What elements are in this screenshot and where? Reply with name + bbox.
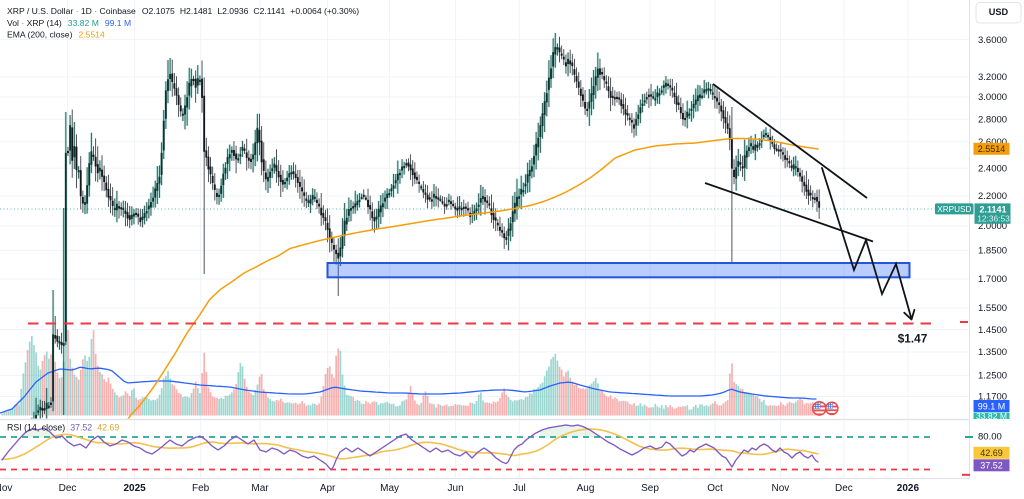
svg-text:3.6000: 3.6000 (978, 35, 1007, 46)
svg-text:USD: USD (989, 7, 1009, 17)
svg-text:2.6000: 2.6000 (978, 137, 1007, 148)
svg-text:1.4500: 1.4500 (978, 325, 1007, 336)
svg-text:2.4000: 2.4000 (978, 164, 1007, 175)
svg-text:12:36:53: 12:36:53 (977, 213, 1010, 223)
svg-text:Nov: Nov (772, 483, 790, 494)
svg-text:1.7000: 1.7000 (978, 274, 1007, 285)
svg-text:Oct: Oct (707, 483, 723, 494)
svg-text:1.2500: 1.2500 (978, 371, 1007, 382)
svg-text:2.2000: 2.2000 (978, 191, 1007, 202)
svg-text:1.5500: 1.5500 (978, 303, 1007, 314)
svg-text:Aug: Aug (577, 483, 595, 494)
svg-text:1.3500: 1.3500 (978, 347, 1007, 358)
svg-text:Dec: Dec (59, 483, 77, 494)
svg-text:Jun: Jun (448, 483, 464, 494)
svg-text:XRPUSD: XRPUSD (937, 205, 971, 214)
svg-text:Vol · XRP (14)33.82 M99.1 M: Vol · XRP (14) 33.82 M 99.1 M (7, 18, 131, 28)
svg-text:2.1141: 2.1141 (979, 204, 1006, 214)
svg-text:Feb: Feb (192, 483, 210, 494)
svg-text:99.1 M: 99.1 M (978, 401, 1006, 411)
svg-text:1.1700: 1.1700 (978, 392, 1007, 403)
svg-text:$1.47: $1.47 (898, 332, 928, 346)
svg-text:37.52: 37.52 (980, 461, 1003, 471)
svg-text:EMA (200, close)2.5514: EMA (200, close) 2.5514 (7, 30, 105, 40)
svg-text:2025: 2025 (123, 483, 146, 494)
svg-text:2.8000: 2.8000 (978, 115, 1007, 126)
svg-text:Mar: Mar (251, 483, 269, 494)
svg-text:May: May (380, 483, 399, 494)
svg-text:42.69: 42.69 (980, 448, 1003, 458)
svg-text:80.00: 80.00 (978, 432, 1002, 443)
svg-text:Dec: Dec (835, 483, 853, 494)
svg-text:1.8500: 1.8500 (978, 246, 1007, 257)
svg-text:2.5514: 2.5514 (978, 144, 1006, 154)
svg-text:XRP / U.S. Dollar · 1D · Coinb: XRP / U.S. Dollar · 1D · Coinbase O2.1075… (7, 6, 359, 16)
svg-text:2.0000: 2.0000 (978, 221, 1007, 232)
svg-text:Jul: Jul (513, 483, 526, 494)
svg-text:3.2000: 3.2000 (978, 72, 1007, 83)
svg-text:Sep: Sep (641, 483, 659, 494)
svg-text:Nov: Nov (0, 483, 12, 494)
svg-text:2026: 2026 (897, 483, 920, 494)
svg-text:Apr: Apr (320, 483, 336, 494)
svg-text:33.82 M: 33.82 M (976, 411, 1007, 421)
svg-text:3.0000: 3.0000 (978, 92, 1007, 103)
